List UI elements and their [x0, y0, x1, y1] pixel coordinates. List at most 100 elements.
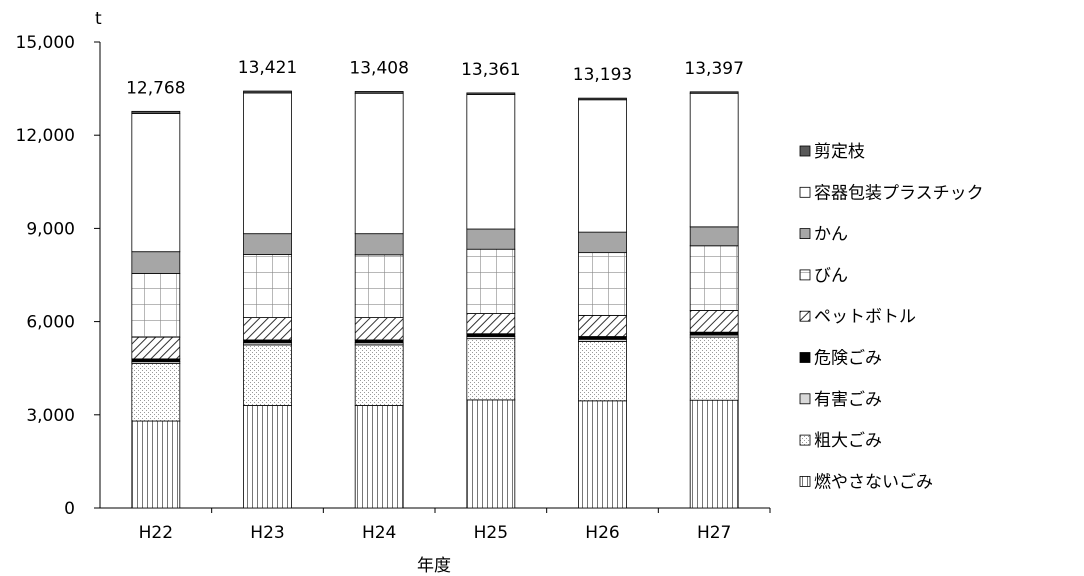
bar-segment	[354, 92, 404, 235]
bar-segment	[243, 233, 292, 255]
y-tick-label: 0	[64, 499, 75, 519]
bar-stack	[354, 91, 404, 509]
legend-item: ペットボトル	[799, 307, 916, 327]
bar-stack	[689, 91, 739, 509]
bar-segment	[354, 405, 404, 509]
legend-item: 有害ごみ	[799, 390, 882, 410]
y-axis: 0 3,000 6,000 9,000 12,000 15,000	[16, 33, 101, 519]
legend-item: かん	[799, 225, 848, 245]
y-tick-label: 12,000	[16, 126, 75, 146]
legend-item: 燃やさないごみ	[799, 472, 933, 492]
bar-segment	[689, 92, 739, 228]
bar-segment	[578, 314, 627, 337]
legend-swatch	[799, 228, 811, 240]
bar-segment	[131, 113, 181, 253]
bar-segment	[689, 245, 739, 311]
bar-stack	[243, 90, 292, 509]
legend-swatch	[799, 186, 811, 198]
bar-segment	[466, 313, 516, 335]
legend-item: 危険ごみ	[799, 349, 882, 369]
totals-group: 12,768 13,421 13,408 13,361 13,193 13,397	[126, 58, 744, 98]
bar-segment	[466, 333, 516, 337]
bar-segment	[466, 92, 516, 95]
bar-segment	[131, 110, 181, 114]
total-data-label: 13,408	[349, 58, 408, 78]
bar-segment	[131, 358, 181, 363]
x-tick-label: H22	[139, 523, 173, 543]
bar-segment	[466, 228, 516, 250]
legend-swatch	[799, 434, 811, 446]
bar-segment	[689, 331, 739, 336]
bar-segment	[466, 338, 516, 401]
bar-segment	[131, 363, 181, 422]
bar-segment	[243, 254, 292, 318]
bar-segment	[578, 336, 627, 340]
x-tick-label: H27	[697, 523, 731, 543]
total-data-label: 13,421	[238, 58, 297, 78]
legend-item: 剪定枝	[799, 142, 865, 162]
total-data-label: 13,193	[573, 65, 632, 85]
bars-group	[131, 90, 739, 509]
bar-segment	[354, 254, 404, 318]
bar-segment	[578, 231, 627, 254]
bar-segment	[578, 252, 627, 316]
legend-label: 粗大ごみ	[814, 431, 882, 451]
legend: 剪定枝容器包装プラスチックかんびんペットボトル危険ごみ有害ごみ粗大ごみ燃やさない…	[799, 142, 984, 492]
bar-segment	[578, 99, 627, 233]
y-tick-label: 15,000	[16, 33, 75, 53]
x-tick-label: H26	[585, 523, 619, 543]
legend-swatch	[799, 352, 811, 363]
legend-label: 有害ごみ	[814, 390, 882, 410]
total-data-label: 13,361	[461, 60, 520, 80]
bar-stack	[131, 110, 181, 509]
y-axis-unit-label: t	[95, 9, 102, 29]
bar-segment	[131, 273, 181, 338]
legend-item: びん	[799, 266, 848, 286]
bar-segment	[578, 97, 627, 101]
legend-swatch	[799, 269, 811, 281]
bar-segment	[354, 91, 404, 94]
bar-segment	[689, 310, 739, 333]
total-data-label: 13,397	[684, 59, 743, 79]
bar-segment	[578, 400, 627, 509]
bar-segment	[243, 317, 292, 341]
bar-segment	[689, 91, 739, 94]
bar-segment	[131, 251, 181, 274]
bar-stack	[466, 92, 516, 509]
bar-segment	[466, 94, 516, 230]
bar-stack	[578, 97, 627, 509]
bar-segment	[243, 344, 292, 406]
legend-swatch	[799, 145, 811, 157]
legend-label: 危険ごみ	[814, 349, 882, 369]
bar-segment	[243, 90, 292, 94]
bar-segment	[243, 92, 292, 235]
bar-segment	[689, 399, 739, 509]
bar-segment	[131, 336, 181, 360]
y-tick-label: 3,000	[26, 406, 75, 426]
x-axis: H22 H23 H24 H25 H26 H27	[100, 507, 771, 543]
bar-segment	[243, 405, 292, 509]
legend-label: ペットボトル	[814, 307, 916, 327]
legend-label: 容器包装プラスチック	[814, 183, 984, 203]
bar-segment	[466, 248, 516, 314]
legend-swatch	[799, 475, 811, 487]
bar-segment	[243, 339, 292, 344]
legend-label: 燃やさないごみ	[814, 472, 933, 492]
bar-segment	[131, 420, 181, 509]
bar-segment	[354, 233, 404, 256]
x-axis-title: 年度	[417, 556, 451, 576]
x-tick-label: H24	[362, 523, 396, 543]
bar-segment	[689, 226, 739, 247]
bar-segment	[354, 344, 404, 406]
y-tick-label: 6,000	[26, 313, 75, 333]
x-tick-label: H25	[474, 523, 508, 543]
bar-segment	[466, 399, 516, 509]
bar-segment	[689, 336, 739, 401]
legend-label: びん	[814, 266, 848, 286]
y-tick-label: 9,000	[26, 219, 75, 239]
x-tick-label: H23	[250, 523, 284, 543]
total-data-label: 12,768	[126, 78, 185, 98]
legend-label: かん	[814, 225, 848, 245]
